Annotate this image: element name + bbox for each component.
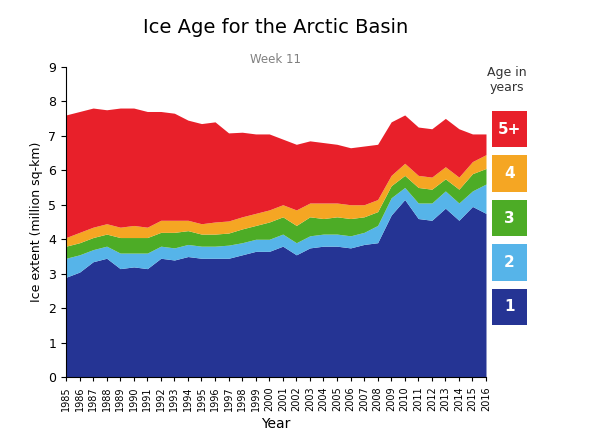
X-axis label: Year: Year (262, 417, 290, 431)
Text: Ice Age for the Arctic Basin: Ice Age for the Arctic Basin (143, 18, 409, 37)
Text: Week 11: Week 11 (251, 53, 302, 66)
Text: 1: 1 (504, 299, 515, 314)
Text: 4: 4 (504, 166, 515, 181)
Text: Age in
years: Age in years (487, 66, 527, 94)
Text: 2: 2 (504, 255, 515, 270)
Text: 3: 3 (504, 210, 515, 226)
Y-axis label: Ice extent (million sq-km): Ice extent (million sq-km) (30, 142, 43, 302)
Text: 5+: 5+ (498, 122, 521, 137)
